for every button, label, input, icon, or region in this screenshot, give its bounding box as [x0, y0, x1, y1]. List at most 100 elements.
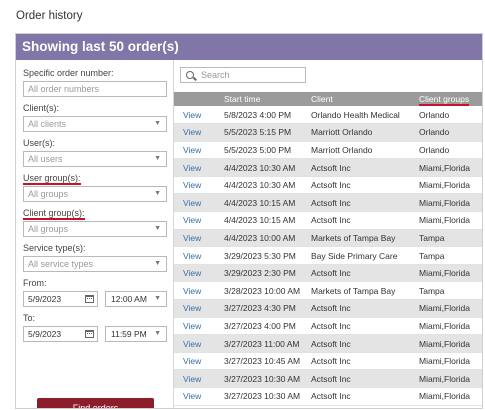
- from-date-input[interactable]: 5/9/2023: [23, 291, 98, 307]
- user-groups-label: User group(s):: [23, 173, 81, 185]
- start-time-cell: 3/28/2023 10:00 AM: [224, 285, 301, 296]
- table-row: View 3/27/2023 10:45 AM Actsoft Inc Miami,F…: [174, 352, 482, 370]
- table-row: View 3/28/2023 10:00 AM Markets of Tampa B…: [174, 282, 482, 300]
- page-title: Order history: [16, 10, 83, 22]
- client-cell: Bay Side Primary Care: [311, 250, 398, 261]
- view-link[interactable]: View: [183, 356, 202, 367]
- col-start-time-header[interactable]: Start time: [224, 94, 261, 104]
- calendar-icon[interactable]: [85, 330, 94, 338]
- view-link[interactable]: View: [183, 338, 202, 349]
- view-link[interactable]: View: [183, 144, 202, 155]
- start-time-cell: 3/27/2023 4:00 PM: [224, 320, 296, 331]
- from-label: From:: [23, 278, 47, 288]
- client-groups-cell: Miami,Florida: [419, 197, 471, 208]
- search-placeholder: Search: [201, 70, 230, 80]
- table-header-row: Start time Client Client groups: [174, 92, 482, 106]
- start-time-cell: 3/29/2023 5:30 PM: [224, 250, 296, 261]
- client-cell: Actsoft Inc: [311, 320, 351, 331]
- view-link[interactable]: View: [183, 373, 202, 384]
- client-groups-cell: Tampa: [419, 285, 445, 296]
- client-groups-cell: Miami,Florida: [419, 215, 471, 226]
- to-date-value: 5/9/2023: [28, 329, 62, 339]
- start-time-cell: 3/27/2023 11:00 AM: [224, 338, 300, 349]
- view-link[interactable]: View: [183, 109, 202, 120]
- client-groups-label: Client group(s):: [23, 208, 85, 220]
- chevron-down-icon: ▼: [154, 295, 161, 302]
- client-cell: Actsoft Inc: [311, 180, 351, 191]
- view-link[interactable]: View: [183, 232, 202, 243]
- view-link[interactable]: View: [183, 197, 202, 208]
- client-cell: Actsoft Inc: [311, 391, 351, 402]
- view-link[interactable]: View: [183, 162, 202, 173]
- table-row: View 5/8/2023 4:00 PM Orlando Health Medic…: [174, 106, 482, 124]
- col-action-header: [174, 92, 220, 106]
- table-row: View 4/4/2023 10:15 AM Actsoft Inc Miami,Fl…: [174, 193, 482, 212]
- to-label: To:: [23, 313, 36, 323]
- clients-label: Client(s):: [23, 103, 60, 113]
- from-time-value: 12:00 AM: [111, 294, 147, 304]
- client-groups-cell: Miami,Florida: [419, 180, 471, 191]
- view-link[interactable]: View: [183, 127, 202, 138]
- view-link[interactable]: View: [183, 320, 202, 331]
- table-row: View 5/5/2023 5:00 PM Marriott Orlando Orla…: [174, 141, 482, 159]
- client-groups-cell: Orlando: [419, 144, 450, 155]
- start-time-cell: 3/27/2023 10:30 AM: [224, 391, 301, 402]
- service-types-select[interactable]: All service types ▼: [23, 256, 167, 272]
- user-groups-value: All groups: [28, 189, 69, 199]
- filters-sidebar: Specific order number: All order numbers…: [16, 60, 174, 408]
- client-groups-cell: Tampa: [419, 232, 445, 243]
- client-cell: Orlando Health Medical: [311, 109, 400, 120]
- table-row: View 3/27/2023 10:30 AM Actsoft Inc Miami,F…: [174, 388, 482, 406]
- table-row: View 5/5/2023 5:15 PM Marriott Orlando Orla…: [174, 123, 482, 142]
- view-link[interactable]: View: [183, 250, 202, 261]
- chevron-down-icon: ▼: [154, 190, 161, 197]
- user-groups-label-text: User group(s):: [23, 173, 81, 185]
- from-time-select[interactable]: 12:00 AM ▼: [105, 291, 167, 307]
- client-groups-cell: Orlando: [419, 109, 450, 120]
- start-time-cell: 3/27/2023 10:45 AM: [224, 356, 301, 367]
- users-label: User(s):: [23, 138, 55, 148]
- client-cell: Marriott Orlando: [311, 127, 373, 138]
- table-row: View 4/4/2023 10:00 AM Markets of Tampa Ba…: [174, 229, 482, 247]
- table-row: View 3/27/2023 4:30 PM Actsoft Inc Miami,Fl…: [174, 299, 482, 318]
- table-row: View 4/4/2023 10:15 AM Actsoft Inc Miami,Fl…: [174, 212, 482, 230]
- to-time-select[interactable]: 11:59 PM ▼: [105, 326, 167, 342]
- client-cell: Actsoft Inc: [311, 197, 351, 208]
- from-date-value: 5/9/2023: [28, 294, 62, 304]
- table-row: View 4/4/2023 10:30 AM Actsoft Inc Miami,Fl…: [174, 176, 482, 194]
- client-cell: Actsoft Inc: [311, 338, 351, 349]
- client-groups-cell: Miami,Florida: [419, 303, 471, 314]
- client-cell: Marriott Orlando: [311, 144, 373, 155]
- view-link[interactable]: View: [183, 268, 202, 279]
- table-row: View 3/27/2023 10:30 AM Actsoft Inc Miami,F…: [174, 369, 482, 388]
- col-client-groups-header[interactable]: Client groups: [415, 92, 482, 106]
- find-orders-button[interactable]: Find orders: [37, 398, 154, 408]
- start-time-cell: 4/4/2023 10:30 AM: [224, 162, 296, 173]
- client-groups-cell: Miami,Florida: [419, 338, 471, 349]
- view-link[interactable]: View: [183, 285, 202, 296]
- view-link[interactable]: View: [183, 303, 202, 314]
- users-select[interactable]: All users ▼: [23, 151, 167, 167]
- view-link[interactable]: View: [183, 180, 202, 191]
- view-link[interactable]: View: [183, 391, 202, 402]
- panel-header: Showing last 50 order(s): [16, 34, 482, 60]
- view-link[interactable]: View: [183, 215, 202, 226]
- user-groups-select[interactable]: All groups ▼: [23, 186, 167, 202]
- results-area: Search Start time Client Client groups V…: [174, 60, 482, 408]
- calendar-icon[interactable]: [85, 295, 94, 303]
- service-types-value: All service types: [28, 259, 94, 269]
- table-row: View 3/29/2023 2:30 PM Actsoft Inc Miami,Fl…: [174, 264, 482, 282]
- clients-select[interactable]: All clients ▼: [23, 116, 167, 132]
- client-groups-cell: Miami,Florida: [419, 373, 471, 384]
- order-number-input[interactable]: All order numbers: [23, 81, 167, 97]
- to-date-input[interactable]: 5/9/2023: [23, 326, 98, 342]
- search-input[interactable]: Search: [180, 67, 306, 83]
- col-client-header[interactable]: Client: [311, 94, 333, 104]
- service-types-label: Service type(s):: [23, 243, 86, 253]
- client-cell: Markets of Tampa Bay: [311, 232, 396, 243]
- search-icon: [186, 71, 194, 79]
- client-groups-select[interactable]: All groups ▼: [23, 221, 167, 237]
- table-row: View 3/29/2023 5:30 PM Bay Side Primary Ca…: [174, 247, 482, 265]
- chevron-down-icon: ▼: [154, 260, 161, 267]
- to-time-value: 11:59 PM: [111, 329, 147, 339]
